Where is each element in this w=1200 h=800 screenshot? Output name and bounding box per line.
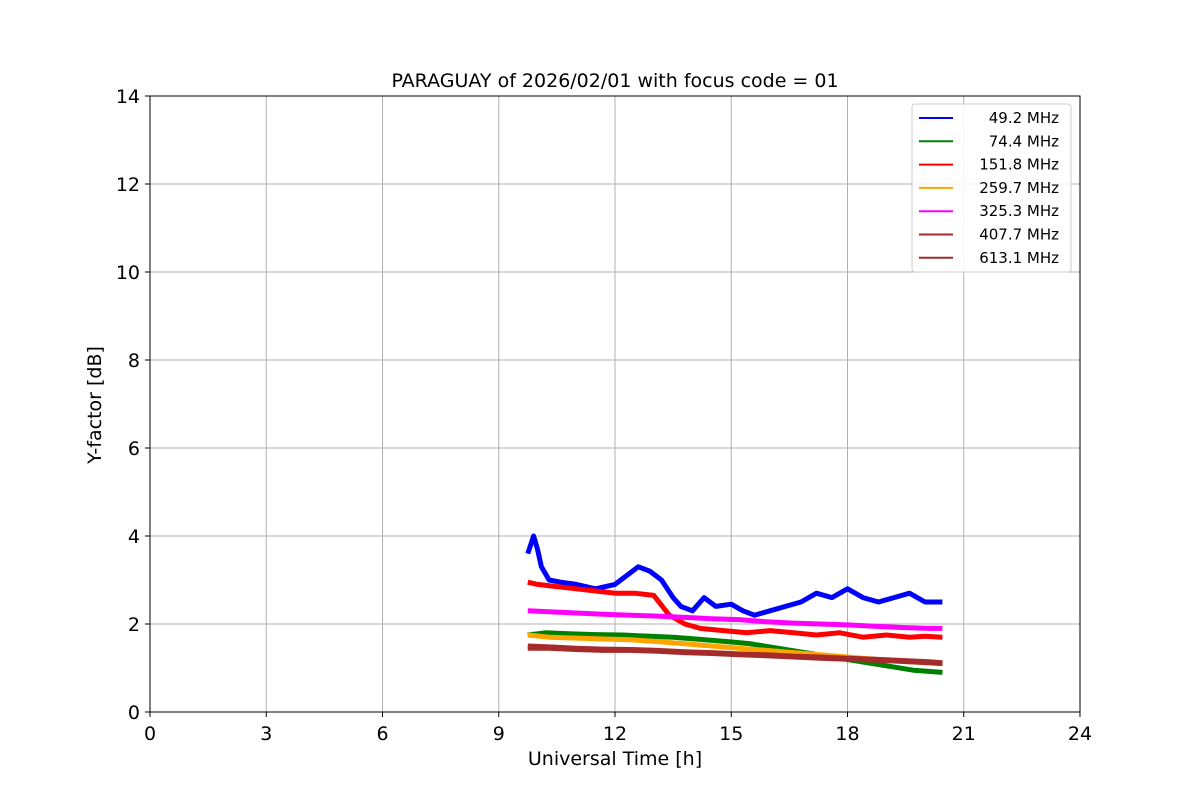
x-tick-label: 21 — [952, 723, 976, 745]
y-tick-label: 0 — [128, 702, 140, 724]
y-tick-label: 2 — [128, 614, 140, 636]
chart-title: PARAGUAY of 2026/02/01 with focus code =… — [391, 70, 838, 92]
y-axis: 0 2 4 6 8 10 12 14 — [116, 86, 150, 724]
y-tick-label: 12 — [116, 174, 140, 196]
series-area — [525, 533, 943, 675]
legend-label: 325.3 MHz — [979, 202, 1059, 220]
y-tick-label: 10 — [116, 262, 140, 284]
x-tick-label: 9 — [493, 723, 505, 745]
x-axis-title: Universal Time [h] — [528, 748, 702, 770]
legend-label: 407.7 MHz — [979, 226, 1059, 244]
y-tick-label: 8 — [128, 350, 140, 372]
series-line-4 — [527, 608, 943, 631]
legend: 49.2 MHz 74.4 MHz 151.8 MHz 259.7 MHz 325.3… — [911, 103, 1072, 273]
x-tick-label: 18 — [835, 723, 859, 745]
x-axis: 0 3 6 9 12 15 18 21 24 — [144, 712, 1092, 745]
x-tick-label: 3 — [260, 723, 272, 745]
x-tick-label: 6 — [376, 723, 388, 745]
series-line-6 — [527, 643, 943, 666]
series-line-0 — [525, 533, 943, 618]
series-line-1 — [527, 630, 943, 675]
y-axis-title: Y-factor [dB] — [84, 346, 106, 465]
y-tick-label: 4 — [128, 526, 140, 548]
y-tick-label: 14 — [116, 86, 140, 108]
legend-label: 613.1 MHz — [979, 249, 1059, 267]
legend-label: 151.8 MHz — [979, 156, 1059, 174]
legend-label: 74.4 MHz — [989, 132, 1059, 150]
y-tick-label: 6 — [128, 438, 140, 460]
legend-label: 49.2 MHz — [989, 109, 1059, 127]
legend-label: 259.7 MHz — [979, 179, 1059, 197]
legend-box — [911, 103, 1072, 273]
series-line-2 — [527, 579, 943, 640]
x-tick-label: 24 — [1068, 723, 1092, 745]
x-tick-label: 15 — [719, 723, 743, 745]
x-tick-label: 12 — [603, 723, 627, 745]
x-tick-label: 0 — [144, 723, 156, 745]
